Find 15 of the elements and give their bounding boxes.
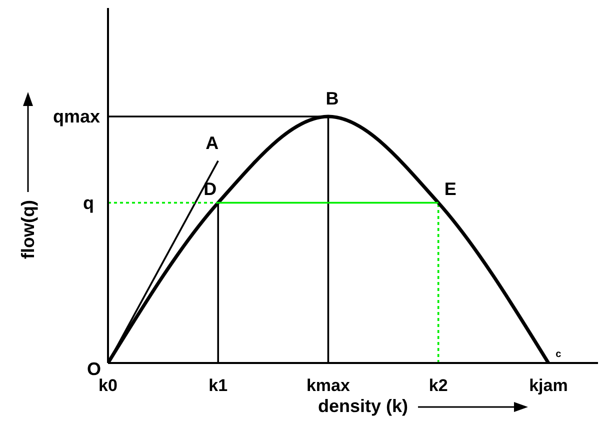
annotation: O — [86, 359, 102, 379]
annotation: E — [444, 178, 456, 199]
annotation: A — [206, 132, 219, 153]
annotation: c — [556, 349, 562, 360]
x-tick-label: k1 — [208, 376, 228, 396]
annotation: qmax — [52, 106, 100, 126]
x-tick-label: k0 — [98, 376, 118, 396]
x-tick-label: kjam — [529, 376, 568, 396]
annotation: D — [204, 178, 217, 199]
x-tick-label: k2 — [428, 376, 448, 396]
x-axis-title: density (k) — [318, 396, 408, 417]
y-axis-title: flow(q) — [18, 200, 38, 259]
annotation: q — [83, 192, 94, 213]
annotation: B — [326, 88, 339, 108]
x-tick-label: kmax — [306, 376, 351, 396]
